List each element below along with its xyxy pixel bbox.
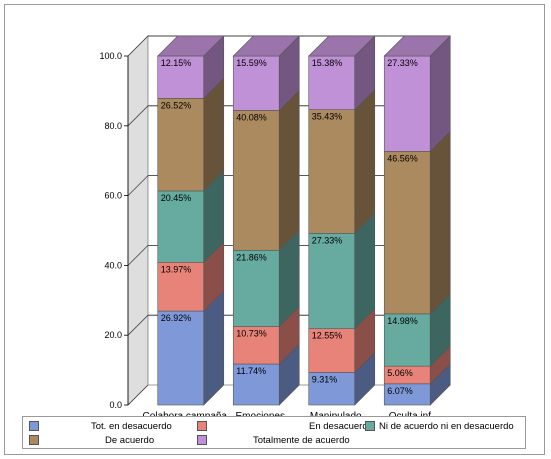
gridline-side [127, 175, 149, 196]
legend-swatch [197, 435, 207, 445]
bar-stack: 6.07% 5.06% 14.98% 46.56% 27.33% [383, 35, 451, 406]
bar-segment [308, 328, 356, 373]
bar-segment [157, 55, 205, 99]
bar-segment [383, 313, 431, 367]
data-label: 27.33% [387, 58, 418, 68]
data-label: 40.08% [236, 112, 267, 122]
legend-item: En desacuerdo [197, 420, 373, 434]
bar-segment [308, 55, 356, 110]
legend-item: Ni de acuerdo ni en desacuerdo [365, 420, 525, 434]
data-label: 15.59% [236, 58, 267, 68]
y-tick-label: 0.0 [109, 400, 122, 410]
data-label: 6.07% [387, 386, 413, 396]
y-tick-label: 80.0 [104, 121, 122, 131]
bar-stack: 9.31% 12.55% 27.33% 35.43% 15.38% [308, 35, 376, 406]
data-label: 14.98% [387, 316, 418, 326]
data-label: 15.38% [312, 58, 343, 68]
bar-top [383, 35, 451, 57]
legend-label: Totalmente de acuerdo [253, 435, 350, 446]
legend-swatch [29, 435, 39, 445]
bar-segment [383, 151, 431, 315]
y-tick-label: 20.0 [104, 330, 122, 340]
gridline-side [127, 245, 149, 266]
bar-segment [232, 110, 280, 251]
data-label: 26.92% [161, 313, 192, 323]
bar-segment [157, 98, 205, 192]
legend-label: De acuerdo [105, 435, 155, 446]
legend-swatch [29, 421, 39, 431]
y-axis-ticks: 0.0 20.0 40.0 60.0 80.0 100.0 [99, 51, 129, 410]
data-label: 46.56% [387, 153, 418, 163]
data-label: 21.86% [236, 252, 267, 262]
data-label: 12.15% [161, 58, 192, 68]
gridline-side [127, 314, 149, 336]
legend-label: Tot. en desacuerdo [91, 421, 172, 432]
bar-segment [308, 233, 356, 330]
gridline-side [127, 105, 149, 127]
legend-item: De acuerdo [29, 434, 189, 448]
data-label: 9.31% [312, 375, 338, 385]
legend: Tot. en desacuerdo En desacuerdo Ni de acu… [22, 416, 526, 449]
data-label: 12.55% [312, 331, 343, 341]
legend-item: Tot. en desacuerdo [29, 420, 189, 434]
y-tick-label: 100.0 [99, 51, 122, 61]
data-label: 27.33% [312, 235, 343, 245]
gridline-side [127, 384, 149, 406]
legend-swatch [197, 421, 207, 431]
bar-segment-side [429, 130, 451, 315]
data-label: 13.97% [161, 264, 192, 274]
bar-segment [232, 249, 280, 327]
bar-segment [157, 310, 205, 406]
bar-stack: 11.74% 10.73% 21.86% 40.08% 15.59% [232, 35, 300, 406]
bar-segment [157, 261, 205, 312]
gridline-side [127, 35, 149, 57]
bar-segment [232, 55, 280, 111]
bar-top [157, 35, 225, 57]
data-label: 5.06% [387, 368, 413, 378]
bar-segment [383, 55, 431, 152]
bar-segment [308, 109, 356, 234]
bar-top [232, 35, 300, 57]
data-label: 10.73% [236, 329, 267, 339]
data-label: 35.43% [312, 112, 343, 122]
bar-segment-side [354, 88, 376, 235]
y-tick-label: 60.0 [104, 191, 122, 201]
side-wall [127, 35, 149, 406]
bar-stack: 26.92% 13.97% 20.45% 26.52% 12.15% [157, 35, 225, 406]
legend-label: Ni de acuerdo ni en desacuerdo [379, 421, 514, 432]
legend-label: En desacuerdo [309, 421, 373, 432]
legend-item: Totalmente de acuerdo [197, 434, 357, 448]
legend-swatch [365, 421, 375, 431]
bar-segment [157, 190, 205, 263]
data-label: 26.52% [161, 100, 192, 110]
data-label: 20.45% [161, 193, 192, 203]
data-label: 11.74% [236, 366, 266, 376]
bar-segment-side [278, 89, 300, 252]
y-tick-label: 40.0 [104, 260, 122, 270]
bars: 26.92% 13.97% 20.45% 26.52% 12.15% 11.74% 10.7… [157, 35, 451, 406]
bar-segment [232, 326, 280, 365]
bar-top [308, 35, 376, 57]
